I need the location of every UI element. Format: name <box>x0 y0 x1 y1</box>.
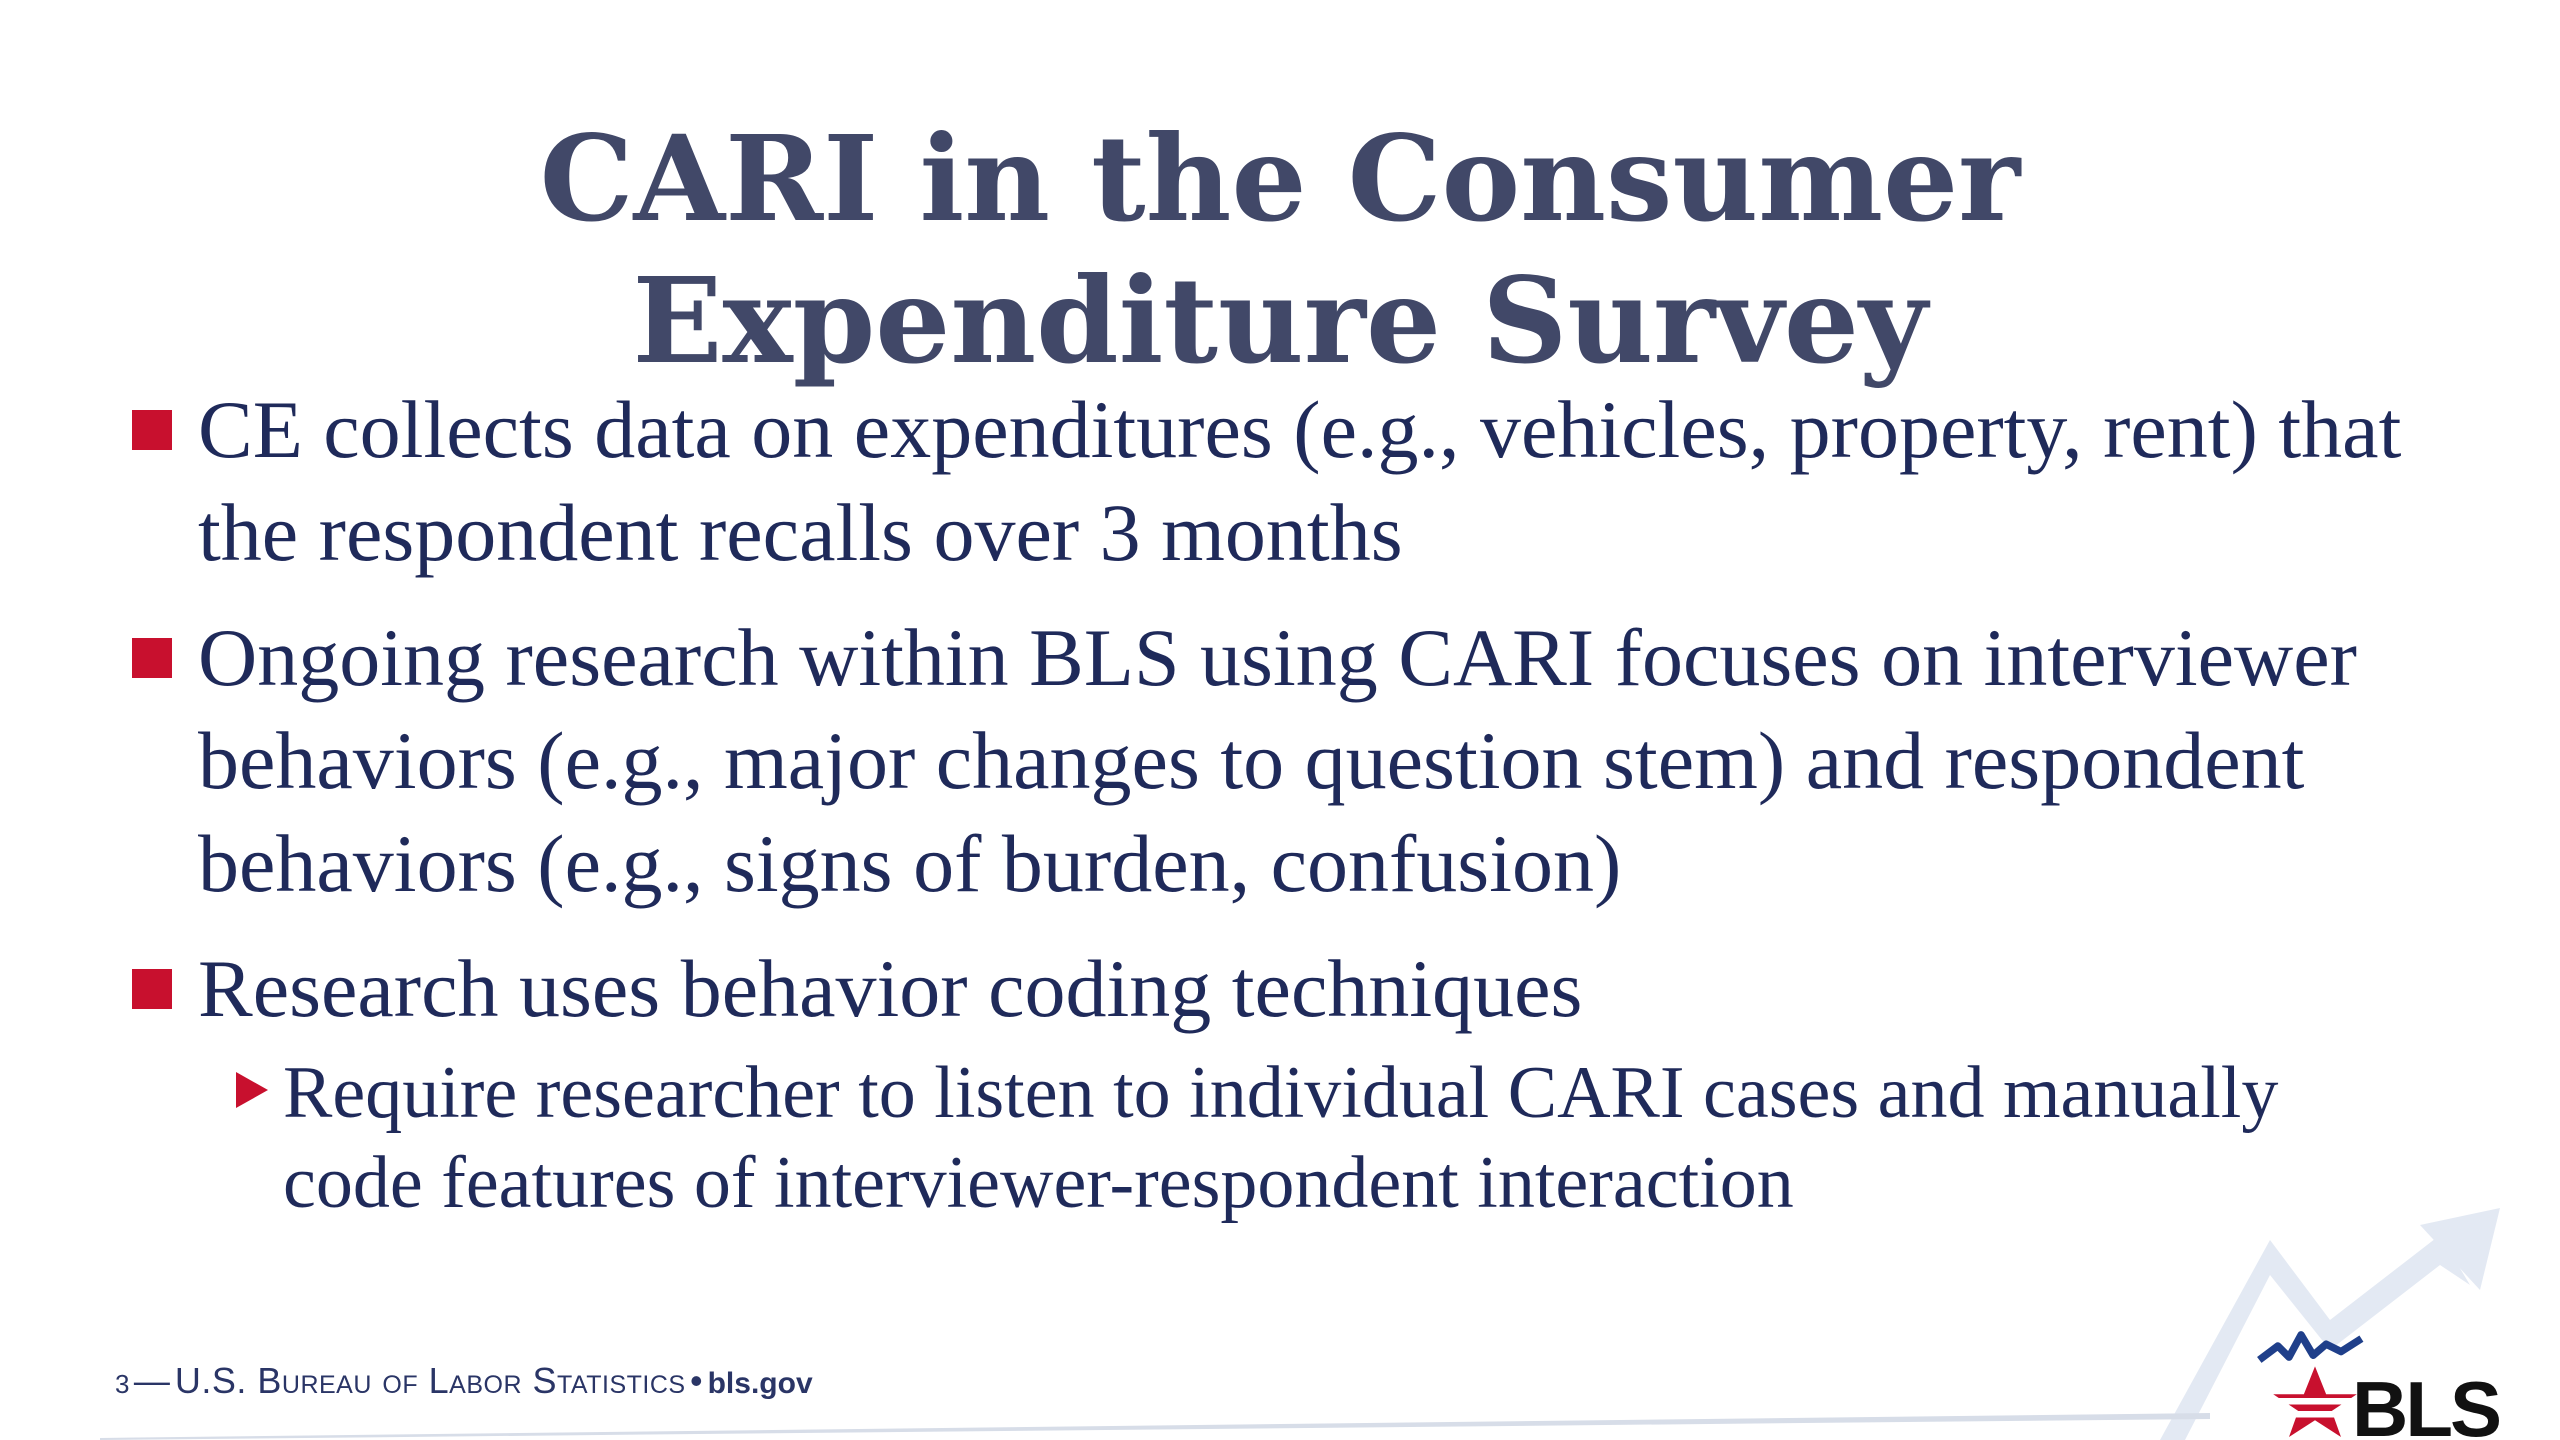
sub-bullet-item: Require researcher to listen to individu… <box>128 1048 2428 1228</box>
square-bullet-icon <box>132 638 172 678</box>
bullet-item: Ongoing research within BLS using CARI f… <box>128 606 2428 915</box>
page-number: 3 <box>115 1369 130 1399</box>
slide-title: CARI in the Consumer Expenditure Survey <box>539 109 2021 390</box>
bullet-item: CE collects data on expenditures (e.g., … <box>128 378 2428 584</box>
footer-website: bls.gov <box>707 1367 813 1400</box>
bullet-list: CE collects data on expenditures (e.g., … <box>128 378 2428 1228</box>
square-bullet-icon <box>132 969 172 1009</box>
bls-star-logo-icon <box>2257 1331 2364 1437</box>
logo-chart-line <box>2257 1331 2364 1363</box>
bullet-text: CE collects data on expenditures (e.g., … <box>198 384 2402 578</box>
footer-dot: • <box>690 1360 704 1401</box>
bls-logo-text: BLS <box>2352 1365 2502 1440</box>
footer-rule <box>100 1413 2210 1440</box>
square-bullet-icon <box>132 410 172 450</box>
trend-arrow-shape <box>2160 1235 2470 1440</box>
slide-footer: 3 — U.S. Bureau of Labor Statistics • bl… <box>115 1360 813 1402</box>
footer-separator: — <box>133 1360 171 1401</box>
triangle-bullet-icon <box>236 1072 268 1108</box>
bullet-item: Research uses behavior coding techniques <box>128 937 2428 1040</box>
footer-organization: U.S. Bureau of Labor Statistics <box>174 1360 686 1401</box>
bullet-text: Research uses behavior coding techniques <box>198 943 1583 1034</box>
bullet-text: Ongoing research within BLS using CARI f… <box>198 612 2357 909</box>
sub-bullet-text: Require researcher to listen to individu… <box>283 1052 2279 1224</box>
trend-arrow-head <box>2420 1208 2500 1290</box>
